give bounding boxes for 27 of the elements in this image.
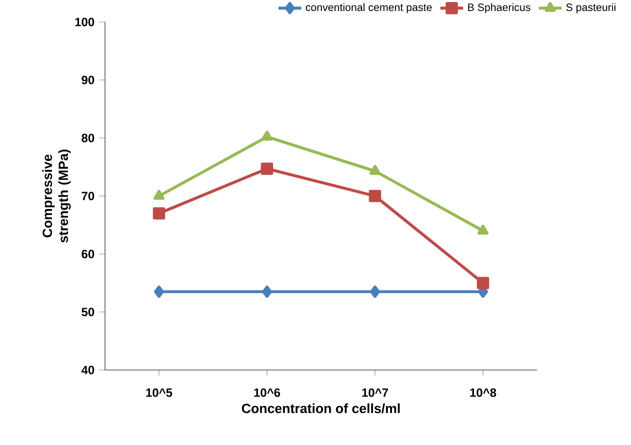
point [370,286,380,298]
y-tick-label: 40 [81,366,94,374]
y-tick-label: 70 [82,192,94,200]
point [152,207,166,220]
legend-label: B Sphaericus [468,3,530,14]
point [260,162,274,175]
point [154,286,164,298]
y-tick-label: 60 [82,250,94,258]
point [153,190,165,200]
x-axis-title: Concentration of cells/ml [242,403,400,414]
point [369,164,381,175]
x-tick-label: 10^8 [470,388,496,397]
y-tick-label: 80 [82,134,94,142]
x-tick-label: 10^5 [146,388,172,397]
point [262,286,272,298]
x-tick-label: 10^7 [362,388,388,397]
point [476,276,490,290]
legend-label: S pasteurii [566,3,616,14]
point [368,190,382,202]
point [261,130,273,141]
point [477,224,489,235]
y-tick-label: 90 [82,76,94,84]
y-axis-title: Compressive strength (MPa) [42,150,71,243]
legend-label: conventional cement paste [306,3,432,14]
y-tick-label: 100 [75,18,94,26]
x-tick-label: 10^6 [254,388,280,397]
y-tick-label: 50 [82,308,94,316]
